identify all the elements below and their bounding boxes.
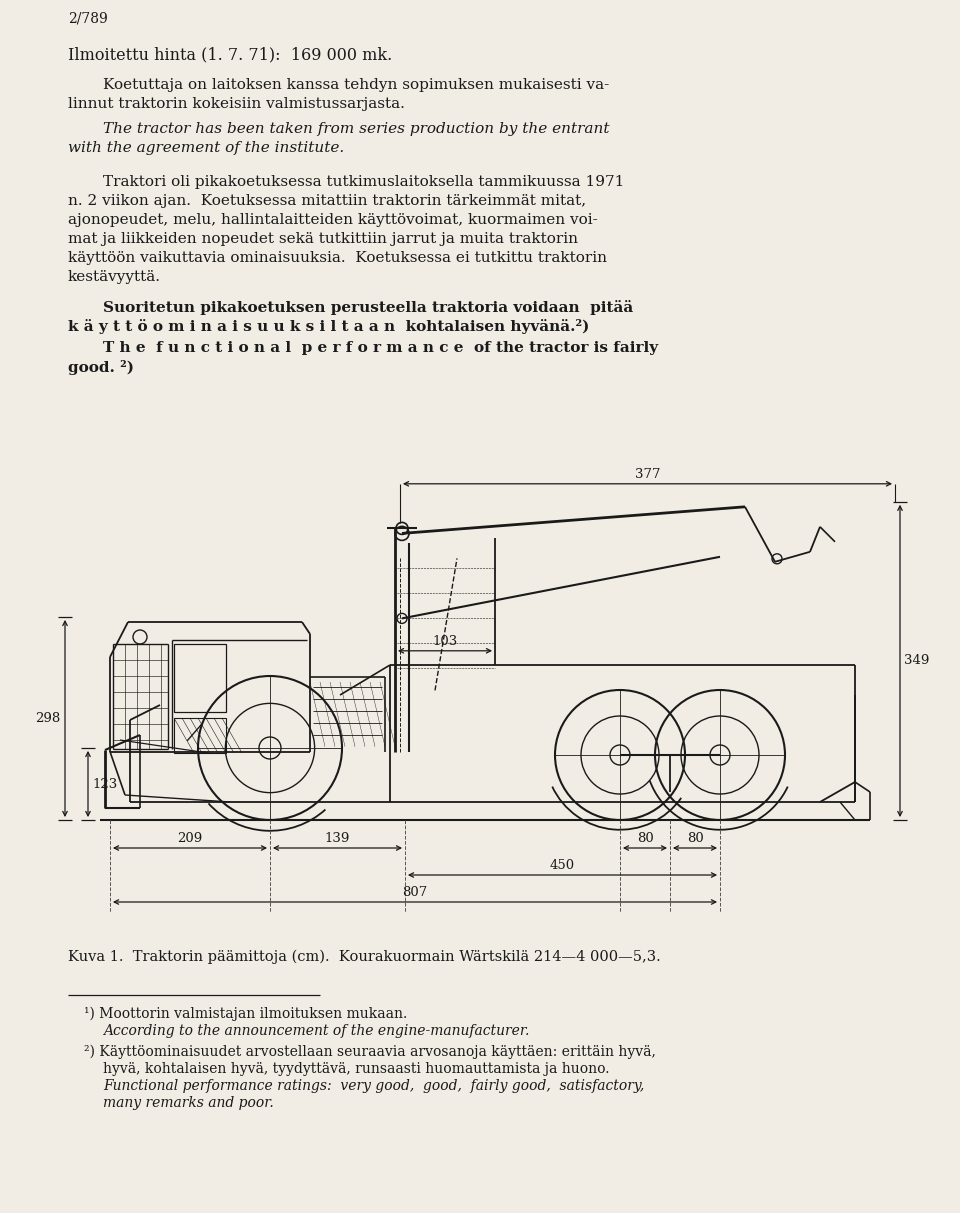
Text: 349: 349 <box>904 654 929 667</box>
Text: T h e  f u n c t i o n a l  p e r f o r m a n c e  of the tractor is fairly: T h e f u n c t i o n a l p e r f o r m … <box>103 341 659 355</box>
Text: 80: 80 <box>636 832 654 845</box>
Text: 139: 139 <box>324 832 350 845</box>
Text: n. 2 viikon ajan.  Koetuksessa mitattiin traktorin tärkeimmät mitat,: n. 2 viikon ajan. Koetuksessa mitattiin … <box>68 194 587 207</box>
Text: 807: 807 <box>402 885 427 899</box>
Text: 103: 103 <box>432 634 458 648</box>
Text: Functional performance ratings:  very good,  good,  fairly good,  satisfactory,: Functional performance ratings: very goo… <box>103 1080 644 1093</box>
Text: Traktori oli pikakoetuksessa tutkimuslaitoksella tammikuussa 1971: Traktori oli pikakoetuksessa tutkimuslai… <box>103 175 624 189</box>
Text: Suoritetun pikakoetuksen perusteella traktoria voidaan  pitää: Suoritetun pikakoetuksen perusteella tra… <box>103 300 634 315</box>
Text: käyttöön vaikuttavia ominaisuuksia.  Koetuksessa ei tutkittu traktorin: käyttöön vaikuttavia ominaisuuksia. Koet… <box>68 251 607 264</box>
Text: many remarks and poor.: many remarks and poor. <box>103 1097 274 1110</box>
Text: 377: 377 <box>635 468 660 480</box>
Text: k ä y t t ö o m i n a i s u u k s i l t a a n  kohtalaisen hyvänä.²): k ä y t t ö o m i n a i s u u k s i l t … <box>68 319 589 334</box>
Text: with the agreement of the institute.: with the agreement of the institute. <box>68 141 345 155</box>
Text: good. ²): good. ²) <box>68 360 134 375</box>
Bar <box>174 644 226 712</box>
Text: ajonopeudet, melu, hallintalaitteiden käyttövoimat, kuormaimen voi-: ajonopeudet, melu, hallintalaitteiden kä… <box>68 213 598 227</box>
Text: linnut traktorin kokeisiin valmistussarjasta.: linnut traktorin kokeisiin valmistussarj… <box>68 97 405 112</box>
Text: mat ja liikkeiden nopeudet sekä tutkittiin jarrut ja muita traktorin: mat ja liikkeiden nopeudet sekä tutkitti… <box>68 232 578 246</box>
Text: 209: 209 <box>178 832 203 845</box>
Text: 80: 80 <box>686 832 704 845</box>
Text: ¹) Moottorin valmistajan ilmoituksen mukaan.: ¹) Moottorin valmistajan ilmoituksen muk… <box>84 1007 407 1021</box>
Text: hyvä, kohtalaisen hyvä, tyydyttävä, runsaasti huomauttamista ja huono.: hyvä, kohtalaisen hyvä, tyydyttävä, runs… <box>103 1063 610 1076</box>
Text: According to the announcement of the engine-manufacturer.: According to the announcement of the eng… <box>103 1024 529 1038</box>
Text: ²) Käyttöominaisuudet arvostellaan seuraavia arvosanoja käyttäen: erittäin hyvä,: ²) Käyttöominaisuudet arvostellaan seura… <box>84 1046 656 1059</box>
Text: 2/789: 2/789 <box>68 12 108 25</box>
Text: 123: 123 <box>92 778 117 791</box>
Bar <box>174 718 226 753</box>
Text: Kuva 1.  Traktorin päämittoja (cm).  Kourakuormain Wärtskilä 214—4 000—5,3.: Kuva 1. Traktorin päämittoja (cm). Koura… <box>68 950 660 964</box>
Text: Koetuttaja on laitoksen kanssa tehdyn sopimuksen mukaisesti va-: Koetuttaja on laitoksen kanssa tehdyn so… <box>103 78 610 92</box>
Text: 298: 298 <box>35 712 60 725</box>
Text: The tractor has been taken from series production by the entrant: The tractor has been taken from series p… <box>103 123 610 136</box>
Text: kestävyyttä.: kestävyyttä. <box>68 270 161 284</box>
Text: 450: 450 <box>550 859 575 872</box>
Text: Ilmoitettu hinta (1. 7. 71):  169 000 mk.: Ilmoitettu hinta (1. 7. 71): 169 000 mk. <box>68 46 393 63</box>
